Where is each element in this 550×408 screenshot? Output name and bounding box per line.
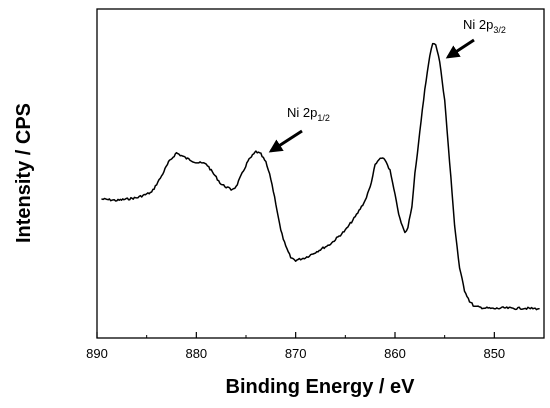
x-tick-label: 870 [285,346,307,361]
x-tick-label: 890 [86,346,108,361]
peak-arrow [268,129,303,153]
spectrum-line [101,42,540,311]
peak-label: Ni 2p1/2 [287,105,330,123]
peak-annotations: Ni 2p3/2 Ni 2p1/2 [268,17,506,153]
x-axis-title: Binding Energy / eV [226,376,416,398]
peak-arrow [445,38,475,59]
plot-frame [96,8,545,339]
x-axis-ticks: 890 880 870 860 850 [86,332,545,361]
x-tick-label: 860 [384,346,406,361]
y-axis-title: Intensity / CPS [13,103,35,243]
x-tick-label: 850 [483,346,505,361]
x-tick-label: 880 [185,346,207,361]
peak-label: Ni 2p3/2 [463,17,506,35]
